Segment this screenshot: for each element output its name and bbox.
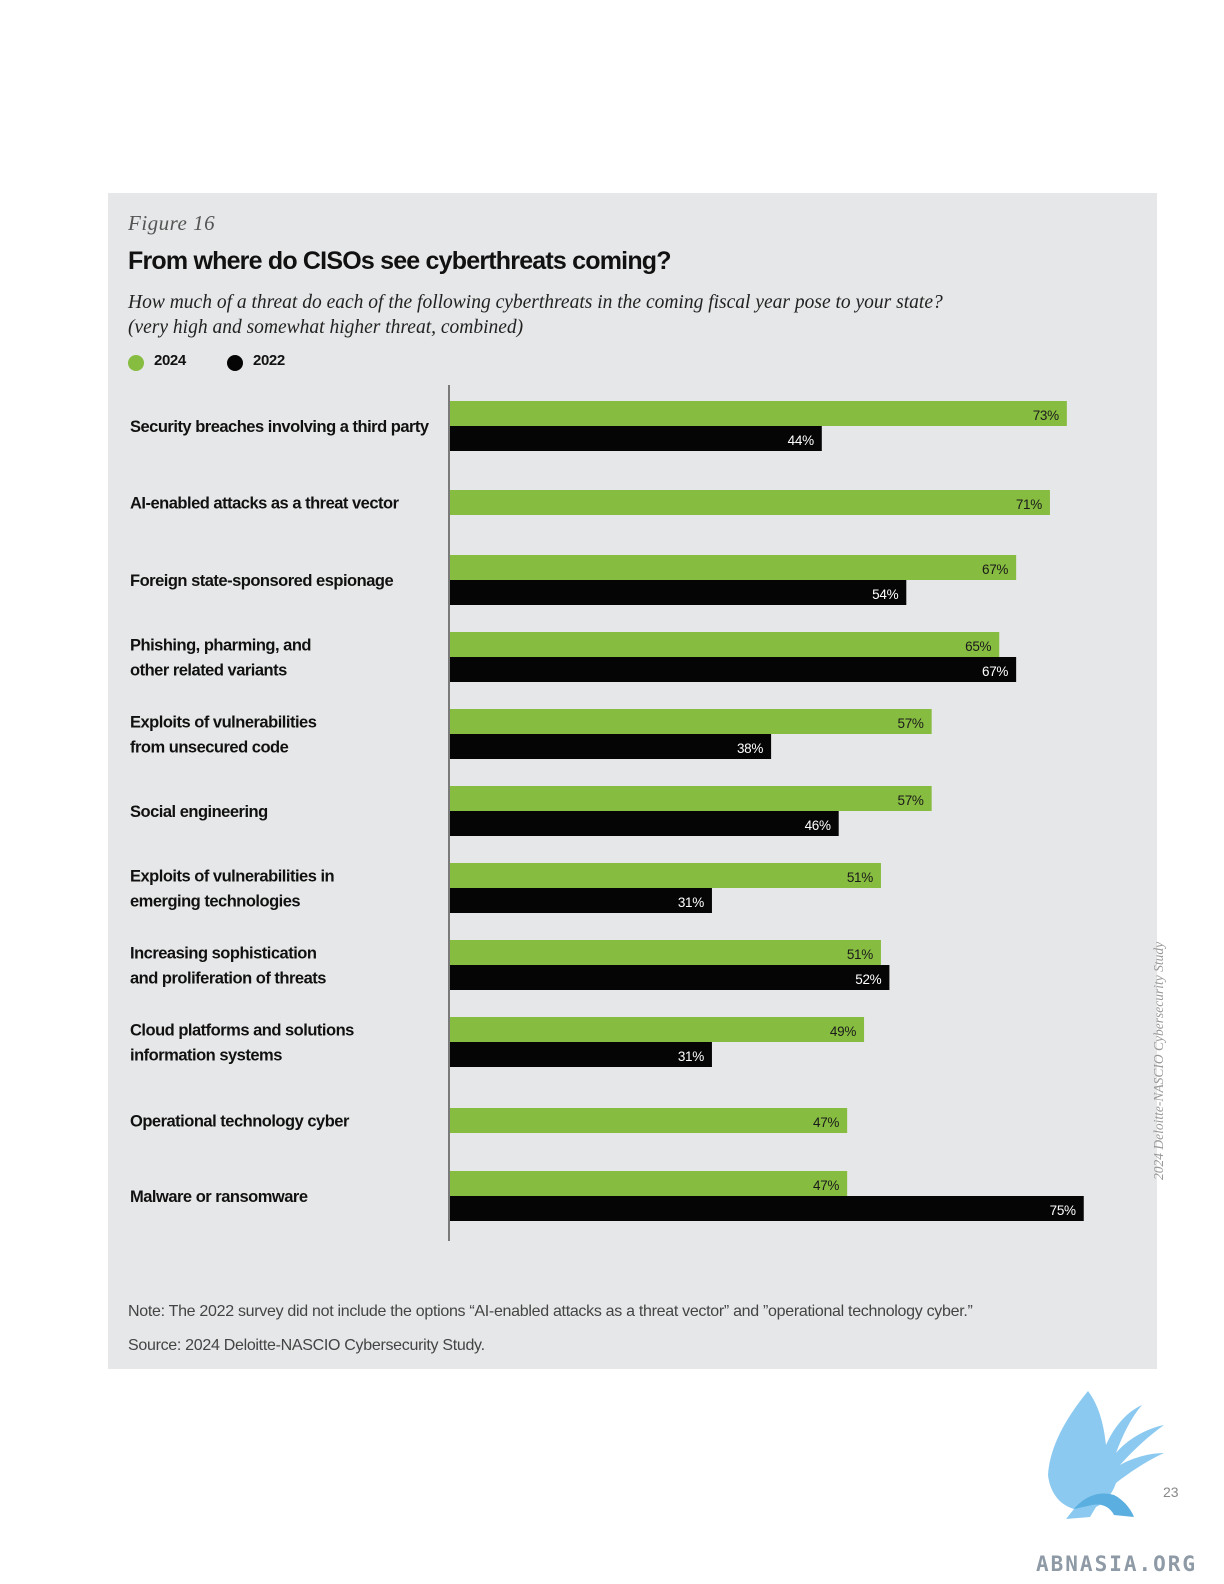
data-label-2024: 67% bbox=[982, 562, 1008, 577]
category-label-line: other related variants bbox=[130, 662, 287, 680]
category-label-line: Malware or ransomware bbox=[130, 1188, 308, 1206]
bar-2022 bbox=[450, 734, 772, 759]
bar-2024 bbox=[450, 1171, 848, 1196]
bar-2022 bbox=[450, 426, 822, 451]
category-label: Exploits of vulnerabilities in emerging t… bbox=[130, 868, 335, 911]
data-label-2024: 47% bbox=[813, 1115, 839, 1130]
category-label: Social engineering bbox=[130, 803, 268, 821]
category-label-line: emerging technologies bbox=[130, 893, 300, 911]
category-label: Security breaches involving a third part… bbox=[130, 418, 430, 436]
bar-2022 bbox=[450, 811, 839, 836]
category-label-line: Social engineering bbox=[130, 803, 268, 821]
data-label-2024: 57% bbox=[898, 793, 924, 808]
category-label: Operational technology cyber bbox=[130, 1113, 350, 1131]
data-label-2024: 57% bbox=[898, 716, 924, 731]
category-label-line: Foreign state-sponsored espionage bbox=[130, 572, 393, 590]
chart-source: Source: 2024 Deloitte-NASCIO Cybersecuri… bbox=[128, 1337, 485, 1354]
bar-2024 bbox=[450, 786, 932, 811]
data-label-2022: 75% bbox=[1050, 1203, 1076, 1218]
legend-label-2024: 2024 bbox=[154, 352, 186, 369]
data-label-2024: 73% bbox=[1033, 408, 1059, 423]
chart-note: Note: The 2022 survey did not include th… bbox=[128, 1303, 973, 1320]
category-label-line: information systems bbox=[130, 1047, 282, 1065]
category-label-line: Exploits of vulnerabilities bbox=[130, 714, 317, 732]
category-label-line: AI-enabled attacks as a threat vector bbox=[130, 495, 400, 513]
bar-chart: Security breaches involving a third part… bbox=[130, 385, 1084, 1241]
bar-2024 bbox=[450, 863, 881, 888]
data-label-2022: 67% bbox=[982, 664, 1008, 679]
bar-2022 bbox=[450, 1042, 712, 1067]
data-label-2024: 47% bbox=[813, 1178, 839, 1193]
legend-swatch-2024 bbox=[128, 355, 144, 371]
bar-2022 bbox=[450, 965, 890, 990]
chart-subtitle: How much of a threat do each of the foll… bbox=[128, 290, 1028, 340]
bar-2024 bbox=[450, 490, 1050, 515]
bar-2024 bbox=[450, 555, 1017, 580]
category-label-line: Security breaches involving a third part… bbox=[130, 418, 430, 436]
category-label-line: and proliferation of threats bbox=[130, 970, 326, 988]
data-label-2022: 54% bbox=[872, 587, 898, 602]
data-label-2022: 52% bbox=[855, 972, 881, 987]
chart-subtitle-line-2: (very high and somewhat higher threat, c… bbox=[128, 317, 524, 338]
running-footer-text: 2024 Deloitte-NASCIO Cybersecurity Study bbox=[1151, 941, 1166, 1180]
data-label-2024: 51% bbox=[847, 947, 873, 962]
data-label-2022: 31% bbox=[678, 895, 704, 910]
watermark-text: ABNASIA.ORG bbox=[1036, 1552, 1198, 1576]
bar-2024 bbox=[450, 401, 1067, 426]
chart-title: From where do CISOs see cyberthreats com… bbox=[128, 247, 672, 275]
data-label-2024: 49% bbox=[830, 1024, 856, 1039]
category-label-line: Phishing, pharming, and bbox=[130, 637, 311, 655]
data-label-2022: 44% bbox=[788, 433, 814, 448]
figure-label: Figure 16 bbox=[128, 211, 216, 235]
category-label: Foreign state-sponsored espionage bbox=[130, 572, 393, 590]
bar-2022 bbox=[450, 580, 907, 605]
legend-swatch-2022 bbox=[227, 355, 243, 371]
category-label-line: Exploits of vulnerabilities in bbox=[130, 868, 335, 886]
bar-2022 bbox=[450, 657, 1017, 682]
figure-panel: Figure 16 From where do CISOs see cybert… bbox=[108, 193, 1157, 1369]
category-label: Phishing, pharming, and other related var… bbox=[130, 637, 311, 680]
category-label: AI-enabled attacks as a threat vector bbox=[130, 495, 400, 513]
legend-label-2022: 2022 bbox=[253, 352, 285, 369]
data-label-2024: 65% bbox=[965, 639, 991, 654]
griffin-logo-icon bbox=[1048, 1391, 1164, 1519]
category-label-line: Increasing sophistication bbox=[130, 945, 317, 963]
bar-2024 bbox=[450, 1108, 848, 1133]
bar-2022 bbox=[450, 888, 712, 913]
category-label: Malware or ransomware bbox=[130, 1188, 308, 1206]
bar-2024 bbox=[450, 940, 881, 965]
data-label-2022: 38% bbox=[737, 741, 763, 756]
bar-2024 bbox=[450, 632, 1000, 657]
category-label-line: Operational technology cyber bbox=[130, 1113, 350, 1131]
data-label-2024: 51% bbox=[847, 870, 873, 885]
category-label: Increasing sophistication and proliferati… bbox=[130, 945, 326, 988]
data-label-2024: 71% bbox=[1016, 497, 1042, 512]
data-label-2022: 46% bbox=[805, 818, 831, 833]
bar-2022 bbox=[450, 1196, 1084, 1221]
chart-subtitle-line-1: How much of a threat do each of the foll… bbox=[128, 292, 943, 313]
category-label-line: Cloud platforms and solutions bbox=[130, 1022, 354, 1040]
page-number: 23 bbox=[1163, 1484, 1179, 1500]
bar-2024 bbox=[450, 709, 932, 734]
bar-2024 bbox=[450, 1017, 865, 1042]
data-label-2022: 31% bbox=[678, 1049, 704, 1064]
category-label: Exploits of vulnerabilities from unsecure… bbox=[130, 714, 317, 757]
category-label: Cloud platforms and solutions information… bbox=[130, 1022, 354, 1065]
category-label-line: from unsecured code bbox=[130, 739, 289, 757]
